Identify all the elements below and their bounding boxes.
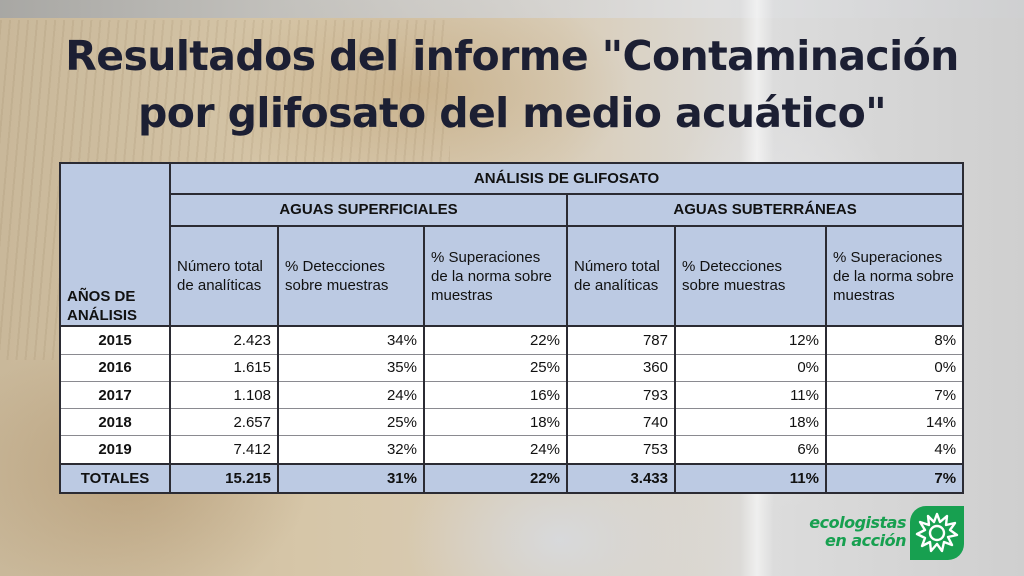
years-header: AÑOS DE ANÁLISIS — [59, 161, 171, 328]
row-year: 2019 — [59, 435, 171, 465]
cell: 0% — [674, 353, 827, 382]
table-row: 2016 1.615 35% 25% 360 0% 0% — [59, 353, 965, 382]
page-title: Resultados del informe "Contaminación po… — [0, 28, 1024, 142]
total-cell: 3.433 — [566, 462, 676, 495]
logo-line-1: ecologistas — [809, 513, 906, 532]
cell: 32% — [277, 435, 425, 465]
group-header-superficiales: AGUAS SUPERFICIALES — [169, 193, 568, 227]
total-cell: 31% — [277, 462, 425, 495]
cell: 22% — [423, 325, 568, 355]
cell: 11% — [674, 380, 827, 410]
row-year: 2016 — [59, 353, 171, 382]
table-row: 2019 7.412 32% 24% 753 6% 4% — [59, 435, 965, 465]
table-row: 2018 2.657 25% 18% 740 18% 14% — [59, 408, 965, 437]
total-cell: 11% — [674, 462, 827, 495]
totals-row: TOTALES 15.215 31% 22% 3.433 11% 7% — [59, 462, 965, 495]
background-sky — [0, 0, 1024, 18]
cell: 25% — [277, 408, 425, 437]
cell: 1.615 — [169, 353, 279, 382]
years-header-label: AÑOS DE ANÁLISIS — [67, 288, 138, 325]
cell: 753 — [566, 435, 676, 465]
cell: 34% — [277, 325, 425, 355]
ecologistas-logo: ecologistas en acción — [806, 506, 964, 564]
cell: 8% — [824, 325, 965, 355]
col-header-sub-detecciones: % Detecciones sobre muestras — [674, 224, 827, 328]
logo-text: ecologistas en acción — [806, 514, 906, 550]
col-header-sup-superaciones: % Superaciones de la norma sobre muestra… — [423, 224, 568, 328]
cell: 25% — [423, 353, 568, 382]
col-header-sup-total: Número total de analíticas — [169, 224, 279, 328]
total-cell: 7% — [824, 462, 965, 495]
logo-line-2: en acción — [825, 531, 906, 550]
cell: 14% — [824, 408, 965, 437]
cell: 16% — [423, 380, 568, 410]
cell: 793 — [566, 380, 676, 410]
cell: 740 — [566, 408, 676, 437]
row-year: 2017 — [59, 380, 171, 410]
cell: 7.412 — [169, 435, 279, 465]
cell: 787 — [566, 325, 676, 355]
cell: 24% — [277, 380, 425, 410]
cell: 24% — [423, 435, 568, 465]
row-year: 2018 — [59, 408, 171, 437]
cell: 2.423 — [169, 325, 279, 355]
row-year: 2015 — [59, 325, 171, 355]
col-header-sub-superaciones: % Superaciones de la norma sobre muestra… — [824, 224, 965, 328]
total-cell: 22% — [423, 462, 568, 495]
sun-icon — [910, 506, 964, 560]
col-header-sup-detecciones: % Detecciones sobre muestras — [277, 224, 425, 328]
cell: 1.108 — [169, 380, 279, 410]
main-header: ANÁLISIS DE GLIFOSATO — [168, 161, 965, 196]
group-header-subterraneas: AGUAS SUBTERRÁNEAS — [565, 193, 965, 227]
col-header-sub-total: Número total de analíticas — [566, 224, 676, 328]
title-line-1: Resultados del informe "Contaminación — [65, 32, 959, 80]
cell: 360 — [566, 353, 676, 382]
glyphosate-results-table: AÑOS DE ANÁLISIS ANÁLISIS DE GLIFOSATO A… — [59, 161, 965, 495]
totals-label: TOTALES — [59, 462, 171, 495]
cell: 7% — [824, 380, 965, 410]
cell: 6% — [674, 435, 827, 465]
cell: 0% — [824, 353, 965, 382]
cell: 18% — [674, 408, 827, 437]
total-cell: 15.215 — [169, 462, 279, 495]
cell: 2.657 — [169, 408, 279, 437]
cell: 4% — [824, 435, 965, 465]
cell: 18% — [423, 408, 568, 437]
table-row: 2015 2.423 34% 22% 787 12% 8% — [59, 325, 965, 355]
cell: 35% — [277, 353, 425, 382]
table-row: 2017 1.108 24% 16% 793 11% 7% — [59, 380, 965, 410]
cell: 12% — [674, 325, 827, 355]
title-line-2: por glifosato del medio acuático" — [138, 89, 887, 137]
